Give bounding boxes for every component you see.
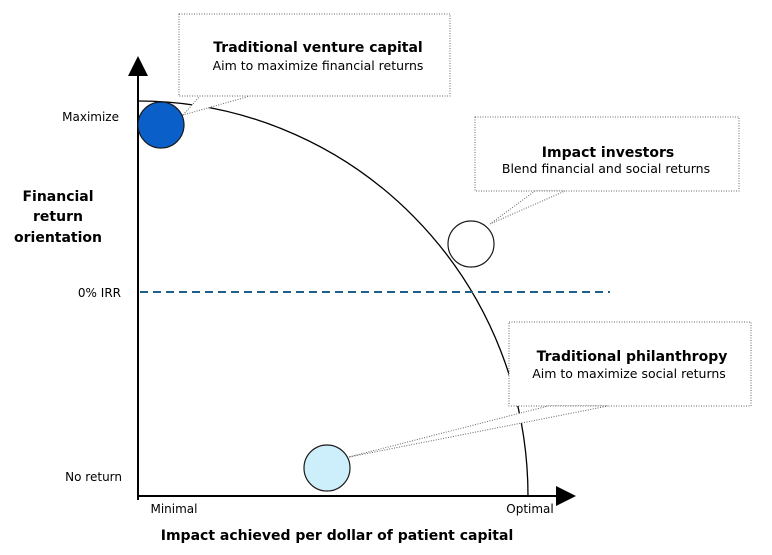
impact-investors-bubble: [447, 220, 495, 268]
philanthropy-bubble: [303, 444, 351, 492]
impact-callout-box: [474, 116, 740, 192]
venture-callout-subtitle: Aim to maximize financial returns: [213, 58, 424, 73]
venture-capital-bubble: [137, 101, 185, 149]
venture-callout-pointer: [181, 95, 251, 116]
philanthropy-callout-title: Traditional philanthropy: [537, 349, 728, 365]
philanthropy-callout-pointer: [348, 405, 609, 458]
y-axis-title-line-3: orientation: [14, 230, 102, 246]
venture-callout-box: [178, 13, 451, 97]
venture-callout-title: Traditional venture capital: [213, 40, 422, 56]
philanthropy-callout-subtitle: Aim to maximize social returns: [532, 366, 726, 381]
x-tick-optimal: Optimal: [506, 502, 553, 516]
y-tick-no-return: No return: [65, 470, 122, 484]
x-tick-minimal: Minimal: [150, 502, 197, 516]
frontier-curve: [137, 100, 529, 497]
philanthropy-callout-box: [508, 321, 752, 407]
y-axis-title-line-2: return: [33, 209, 83, 225]
impact-callout-subtitle: Blend financial and social returns: [502, 161, 710, 176]
impact-callout-pointer: [489, 190, 566, 225]
x-axis-title: Impact achieved per dollar of patient ca…: [161, 528, 514, 544]
y-axis-title-line-1: Financial: [22, 189, 93, 205]
impact-callout-title: Impact investors: [542, 145, 674, 161]
y-tick-maximize: Maximize: [62, 110, 119, 124]
y-tick-zero-irr: 0% IRR: [78, 286, 121, 300]
